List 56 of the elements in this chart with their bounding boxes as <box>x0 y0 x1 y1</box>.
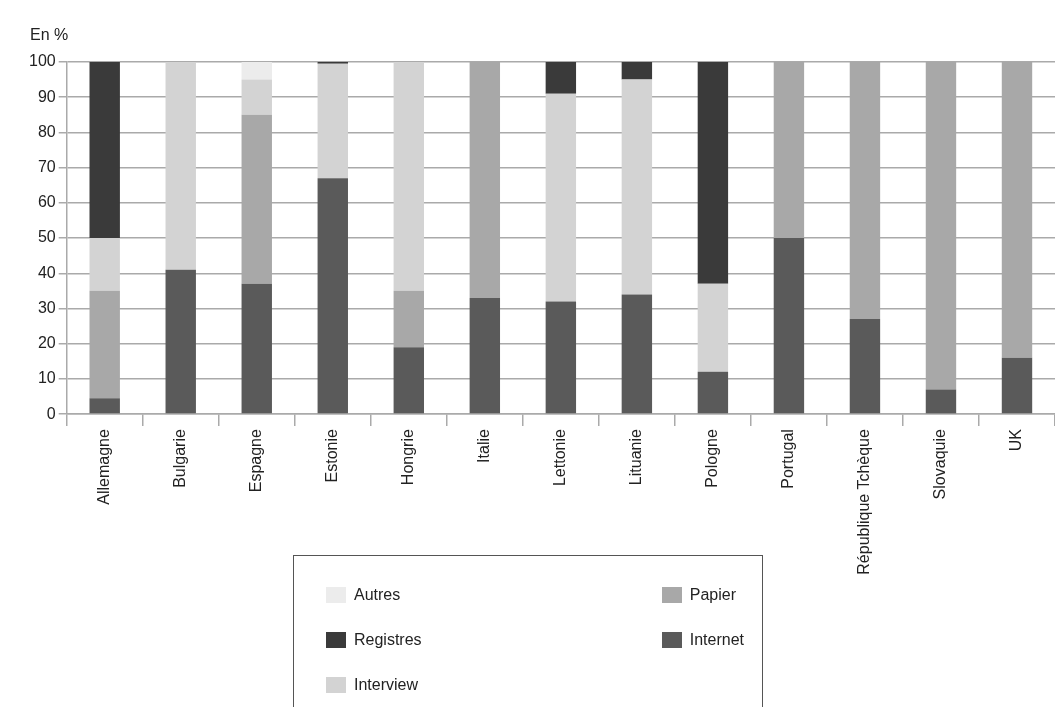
bar <box>469 297 501 414</box>
x-tick-label: Portugal <box>779 429 797 489</box>
bar <box>241 62 272 80</box>
bar <box>317 178 348 414</box>
x-tick-label: Pologne <box>703 429 721 488</box>
y-tick-label: 50 <box>37 228 56 246</box>
x-tick-label: Allemagne <box>95 429 113 505</box>
bar <box>545 93 577 302</box>
legend-label: Papier <box>689 585 736 604</box>
legend-label: Internet <box>689 630 744 649</box>
y-tick-label: 0 <box>46 404 56 422</box>
y-tick-label: 30 <box>37 298 56 316</box>
y-tick-label: 80 <box>37 122 56 140</box>
x-tick-label: Lettonie <box>551 429 569 487</box>
bar <box>925 389 957 414</box>
x-tick-label: Lituanie <box>627 429 645 486</box>
y-tick-label: 70 <box>37 158 56 176</box>
legend-label: Registres <box>354 630 422 649</box>
x-tick-label: UK <box>1007 428 1025 452</box>
bar <box>849 319 881 414</box>
x-tick-label: Espagne <box>247 429 265 493</box>
bar <box>393 62 425 291</box>
bar <box>621 62 653 80</box>
y-tick-label: 90 <box>37 87 56 105</box>
bar <box>1001 357 1033 414</box>
x-tick-label: Italie <box>475 429 493 463</box>
bar <box>165 62 196 270</box>
bar <box>89 238 120 291</box>
x-tick-label: Bulgarie <box>171 429 189 488</box>
bar <box>165 269 196 414</box>
bar <box>697 283 729 372</box>
legend-label: Interview <box>354 675 419 694</box>
bar <box>317 63 348 179</box>
x-tick-label: Hongrie <box>399 429 417 486</box>
bar <box>89 398 120 414</box>
y-tick-label: 20 <box>37 334 56 352</box>
y-tick-label: 60 <box>37 193 56 211</box>
x-tick-label: Estonie <box>323 429 341 483</box>
bar <box>545 301 577 414</box>
y-tick-label: 100 <box>28 52 56 70</box>
bar <box>545 62 577 94</box>
x-tick-label: République Tchèque <box>855 429 873 575</box>
bar <box>697 62 729 284</box>
bar <box>393 347 425 414</box>
legend-label: Autres <box>354 585 401 604</box>
x-tick-label: Slovaquie <box>931 429 949 500</box>
bar <box>241 283 272 414</box>
bar <box>621 294 653 414</box>
y-tick-label: 40 <box>37 263 56 281</box>
y-tick-label: 10 <box>37 369 56 387</box>
bar <box>773 238 805 414</box>
bar <box>241 79 272 115</box>
y-axis-title: En % <box>30 26 69 44</box>
bar <box>621 79 653 295</box>
bar <box>697 371 729 414</box>
bar <box>89 62 120 239</box>
